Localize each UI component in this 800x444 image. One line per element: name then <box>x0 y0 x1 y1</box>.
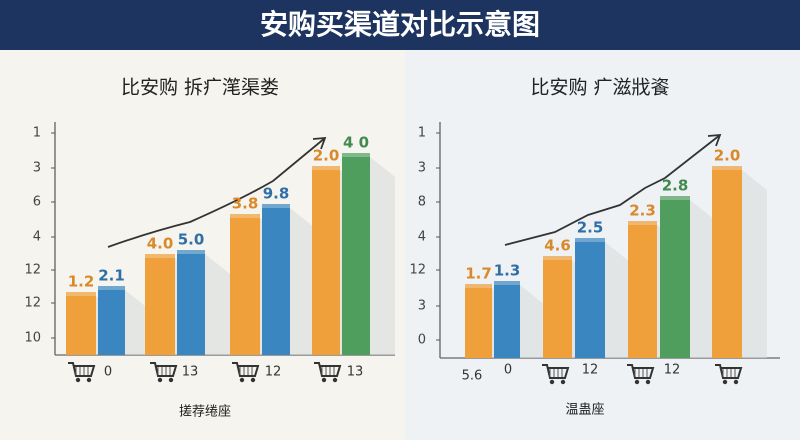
bar-label: 2.5 <box>577 219 604 237</box>
y-label: 1 <box>418 126 426 141</box>
bar-label: 1.7 <box>465 265 492 283</box>
bar-top <box>66 292 96 297</box>
bar-label: 4.0 <box>147 235 174 253</box>
y-label: 12 <box>24 296 41 311</box>
bar-top <box>712 166 742 171</box>
bar-label: 2.0 <box>313 147 340 165</box>
panel-title: 比安购 拆疒滗渠娄 <box>121 77 279 99</box>
bar-top <box>145 254 175 259</box>
bar-top <box>543 256 572 261</box>
bar-top <box>98 286 125 291</box>
bar-shadow <box>605 242 630 358</box>
bar <box>66 296 96 355</box>
y-label: 3 <box>418 299 426 314</box>
bar <box>145 258 175 355</box>
bar <box>712 170 742 358</box>
bar-shadow <box>742 170 767 358</box>
bar-label: 1.2 <box>68 273 95 291</box>
y-label: 4 <box>418 230 426 245</box>
bar-top <box>342 153 370 158</box>
bar-shadow <box>205 254 230 355</box>
bar <box>494 285 520 358</box>
bar-label: 4.6 <box>544 237 571 255</box>
y-label: 12 <box>409 263 426 278</box>
trend-line <box>504 134 721 246</box>
bar <box>465 288 492 358</box>
panel-footer: 搓荐绻座 <box>179 404 231 420</box>
bar-shadow <box>125 290 150 355</box>
trend-line <box>107 137 326 248</box>
y-label: 6 <box>33 195 41 210</box>
bar-top <box>230 214 260 219</box>
bar <box>98 290 125 355</box>
bar-top <box>312 166 340 171</box>
y-label: 3 <box>33 161 41 176</box>
y-label: 0 <box>418 333 426 348</box>
bar-label: 4 0 <box>343 134 369 152</box>
bar-shadow <box>690 200 715 358</box>
bar-top <box>177 250 205 255</box>
y-label: 12 <box>24 263 41 278</box>
header-title: 安购买渠道对比示意图 <box>260 8 540 41</box>
bar <box>177 254 205 355</box>
bar <box>342 157 370 355</box>
y-label: 8 <box>418 195 426 210</box>
bar-label: 2.1 <box>98 267 125 285</box>
trend-arrow <box>312 136 327 150</box>
x-label: 12 <box>265 365 282 380</box>
bar-shadow <box>290 208 315 355</box>
bar <box>230 218 260 355</box>
x-label: 13 <box>347 365 364 380</box>
x-label: 12 <box>582 363 599 378</box>
bar-top <box>628 221 657 226</box>
bar-label: 2.0 <box>714 147 741 165</box>
x-label: 0 <box>504 363 512 378</box>
bar-top <box>465 284 492 289</box>
bar-shadow <box>370 157 395 355</box>
header-bar <box>0 0 800 50</box>
y-label: 10 <box>24 331 41 346</box>
trend-arrow <box>707 133 722 147</box>
bar <box>543 260 572 358</box>
bar-shadow <box>520 285 545 358</box>
bar-label: 2.8 <box>662 177 689 195</box>
bar <box>312 170 340 355</box>
bar <box>575 242 605 358</box>
bar-top <box>660 196 690 201</box>
bar <box>660 200 690 358</box>
bar-label: 1.3 <box>494 262 521 280</box>
bar <box>262 208 290 355</box>
y-label: 3 <box>418 161 426 176</box>
panel-title: 比安购 疒滋戕餈 <box>530 77 669 99</box>
x-label: 5.6 <box>462 369 483 384</box>
panel-footer: 温蛊座 <box>565 403 604 418</box>
y-label: 4 <box>33 230 41 245</box>
bar-label: 2.3 <box>629 202 656 220</box>
bar-top <box>575 238 605 243</box>
bar-top <box>494 281 520 286</box>
bar-top <box>262 204 290 209</box>
x-label: 0 <box>104 365 112 380</box>
bar-label: 9.8 <box>263 185 290 203</box>
bar-label: 3.8 <box>232 195 259 213</box>
y-label: 1 <box>33 126 41 141</box>
bar-label: 5.0 <box>178 231 205 249</box>
bar <box>628 225 657 358</box>
x-label: 13 <box>182 365 199 380</box>
x-label: 12 <box>664 363 681 378</box>
